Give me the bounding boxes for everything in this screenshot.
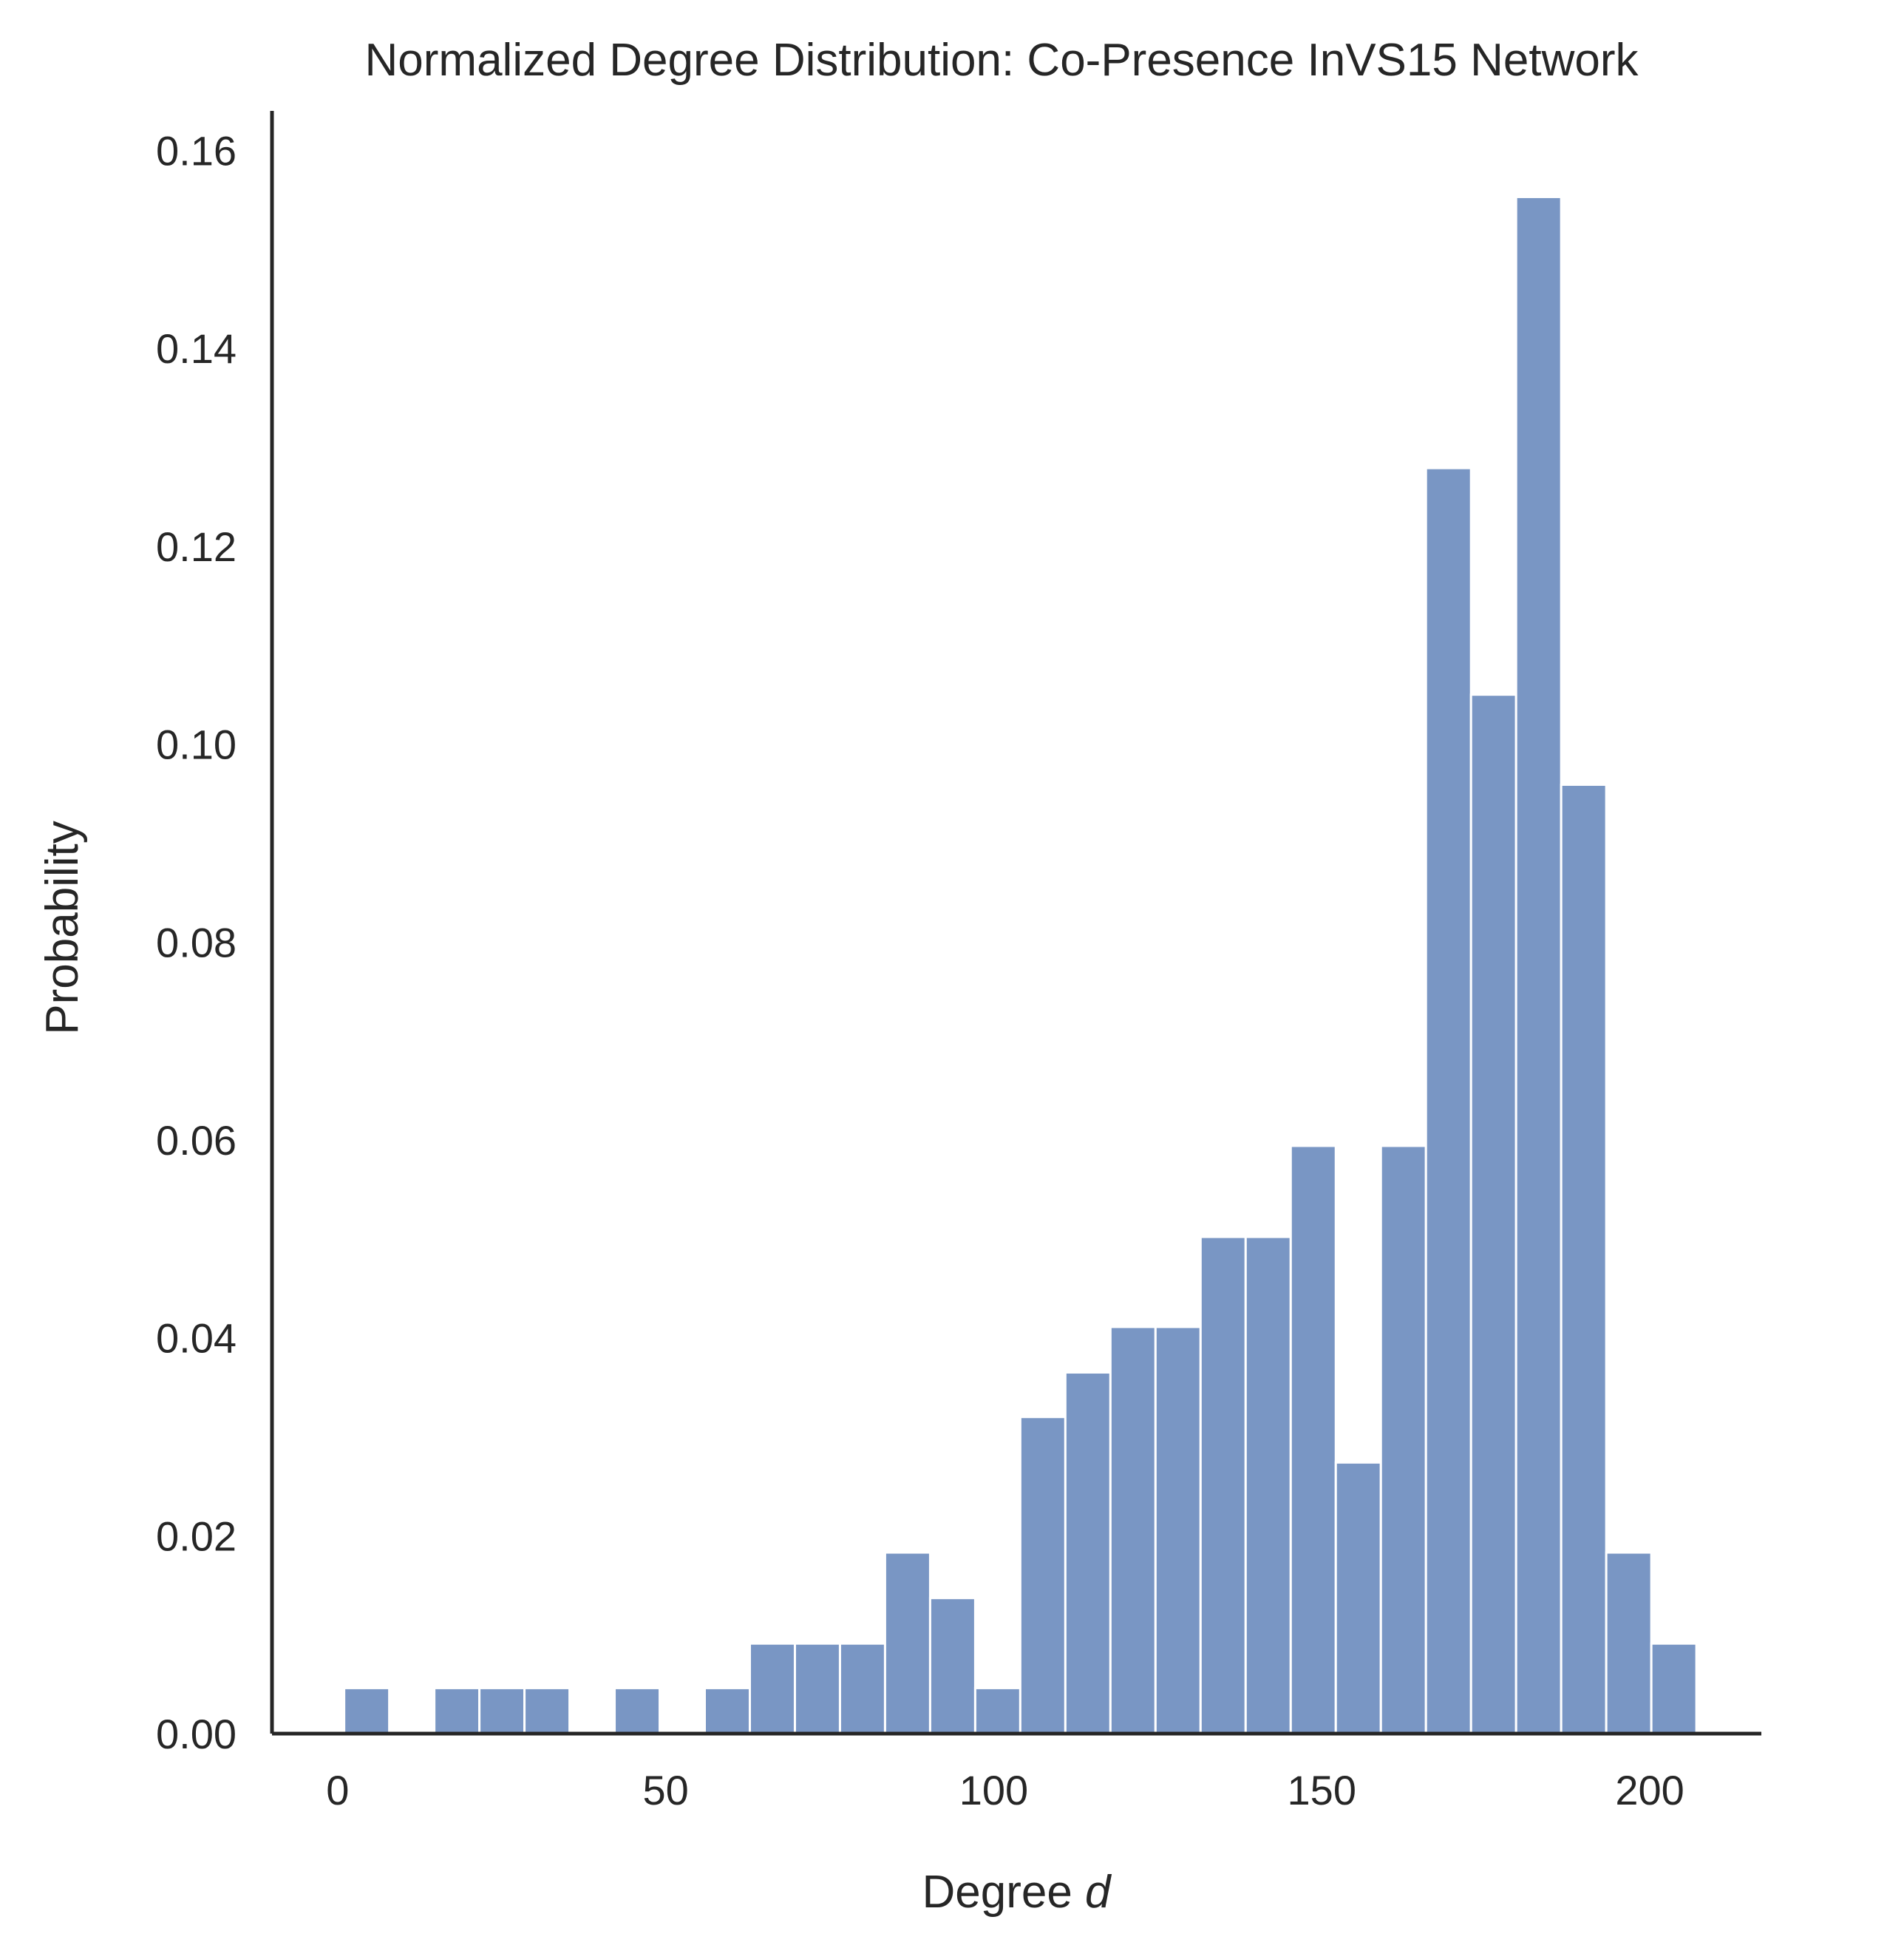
y-tick-label: 0.02 bbox=[156, 1513, 237, 1559]
histogram-bar bbox=[1514, 195, 1563, 1735]
histogram-bar bbox=[523, 1686, 571, 1735]
histogram-bar bbox=[928, 1597, 976, 1735]
histogram-bar bbox=[748, 1642, 796, 1735]
histogram-bar bbox=[1019, 1416, 1067, 1735]
x-tick-label: 150 bbox=[1288, 1767, 1356, 1813]
x-tick-label: 0 bbox=[326, 1767, 349, 1813]
y-tick-label: 0.16 bbox=[156, 128, 237, 174]
x-axis-label-text: Degree bbox=[922, 1867, 1085, 1918]
histogram-bar bbox=[1605, 1551, 1653, 1735]
histogram-bar bbox=[1469, 693, 1517, 1735]
histogram-bar bbox=[343, 1686, 391, 1735]
y-tick-label: 0.06 bbox=[156, 1117, 237, 1164]
histogram-bar bbox=[1424, 466, 1472, 1735]
bars-group bbox=[343, 195, 1698, 1735]
y-tick-label: 0.12 bbox=[156, 523, 237, 570]
histogram-bar bbox=[838, 1642, 886, 1735]
histogram-bar bbox=[433, 1686, 481, 1735]
x-axis-label-variable: d bbox=[1085, 1867, 1112, 1918]
x-tick-label: 200 bbox=[1615, 1767, 1684, 1813]
x-tick-labels: 0 50 100 150 200 bbox=[326, 1767, 1684, 1813]
histogram-bar bbox=[1334, 1461, 1382, 1735]
histogram-bar bbox=[1199, 1235, 1247, 1735]
histogram-bar bbox=[613, 1686, 662, 1735]
y-tick-labels: 0.00 0.02 0.04 0.06 0.08 0.10 0.12 0.14 0.16 bbox=[156, 128, 237, 1757]
histogram-bar bbox=[1244, 1235, 1292, 1735]
y-axis-label: Probability bbox=[37, 821, 88, 1034]
histogram-bar bbox=[883, 1551, 931, 1735]
histogram-bar bbox=[1379, 1144, 1427, 1735]
histogram-bar bbox=[478, 1686, 526, 1735]
y-tick-label: 0.00 bbox=[156, 1711, 237, 1757]
y-tick-label: 0.14 bbox=[156, 325, 237, 372]
histogram-bar bbox=[1560, 783, 1608, 1735]
y-tick-label: 0.10 bbox=[156, 722, 237, 768]
histogram-bar bbox=[1289, 1144, 1337, 1735]
histogram-bar bbox=[973, 1686, 1021, 1735]
histogram-bar bbox=[1154, 1326, 1202, 1735]
x-axis-label: Degree d bbox=[922, 1867, 1112, 1918]
histogram-bar bbox=[704, 1686, 751, 1735]
histogram-bar bbox=[1109, 1326, 1157, 1735]
histogram-bar bbox=[793, 1642, 841, 1735]
chart-title: Normalized Degree Distribution: Co-Prese… bbox=[365, 35, 1639, 86]
x-tick-label: 50 bbox=[642, 1767, 688, 1813]
histogram-bar bbox=[1650, 1642, 1698, 1735]
y-tick-label: 0.08 bbox=[156, 919, 237, 965]
y-tick-label: 0.04 bbox=[156, 1315, 237, 1362]
x-tick-label: 100 bbox=[959, 1767, 1028, 1813]
histogram-bar bbox=[1064, 1371, 1112, 1735]
